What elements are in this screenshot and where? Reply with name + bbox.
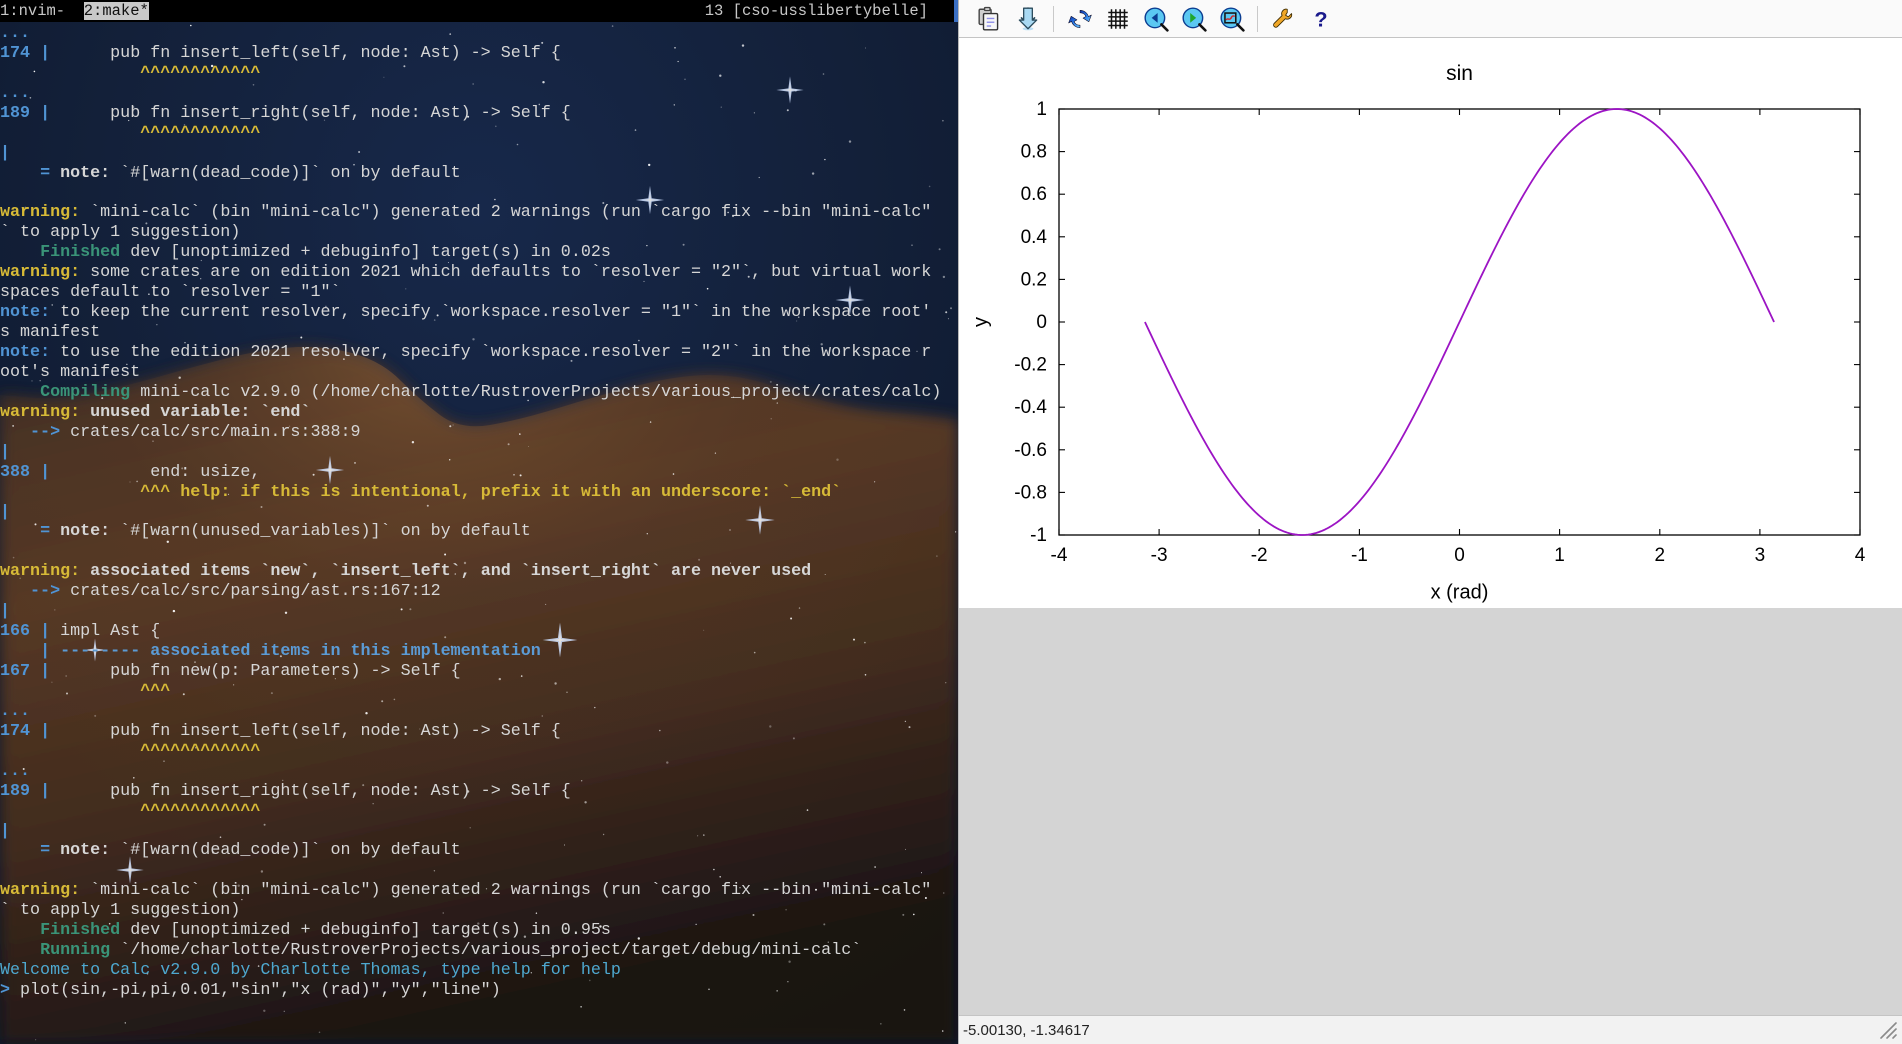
svg-text:0: 0 xyxy=(1454,545,1465,566)
svg-text:-0.8: -0.8 xyxy=(1014,482,1047,503)
svg-text:1: 1 xyxy=(1554,545,1565,566)
svg-text:0.6: 0.6 xyxy=(1021,184,1047,205)
svg-text:1: 1 xyxy=(1036,99,1047,120)
svg-text:0.8: 0.8 xyxy=(1021,142,1047,163)
svg-text:-2: -2 xyxy=(1251,545,1268,566)
svg-text:0.4: 0.4 xyxy=(1021,227,1048,248)
svg-text:0.2: 0.2 xyxy=(1021,269,1047,290)
svg-text:0: 0 xyxy=(1036,312,1047,333)
svg-text:4: 4 xyxy=(1855,545,1866,566)
svg-text:-1: -1 xyxy=(1030,525,1047,546)
svg-text:-0.6: -0.6 xyxy=(1014,440,1047,461)
svg-text:-0.2: -0.2 xyxy=(1014,355,1047,376)
svg-text:-0.4: -0.4 xyxy=(1014,397,1047,418)
svg-text:3: 3 xyxy=(1755,545,1766,566)
svg-text:-3: -3 xyxy=(1151,545,1168,566)
svg-text:y: y xyxy=(970,317,992,327)
svg-text:-1: -1 xyxy=(1351,545,1368,566)
svg-text:2: 2 xyxy=(1655,545,1666,566)
svg-text:sin: sin xyxy=(1446,62,1473,85)
svg-text:x (rad): x (rad) xyxy=(1431,582,1489,604)
svg-text:-4: -4 xyxy=(1051,545,1068,566)
